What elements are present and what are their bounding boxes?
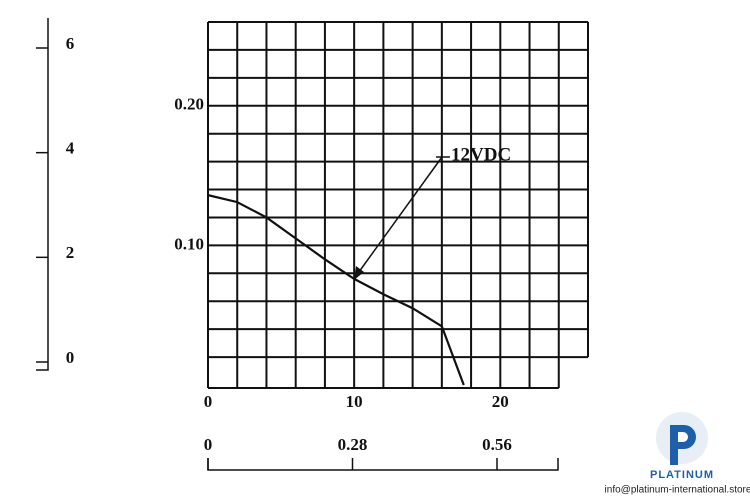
- annotation-arrow: [355, 156, 443, 277]
- y2-tick-label: 4: [66, 139, 75, 158]
- y2-axis-line: [36, 18, 49, 371]
- logo-mark: [670, 425, 696, 465]
- x2-tick-label: 0.28: [338, 435, 368, 454]
- y2-tick-label: 0: [66, 348, 75, 367]
- x2-axis-line: [207, 458, 559, 471]
- x-tick-label: 0: [204, 392, 213, 411]
- x-tick-label: 20: [492, 392, 509, 411]
- y2-tick-label: 2: [66, 243, 75, 262]
- x2-tick-label: 0.56: [482, 435, 512, 454]
- y2-tick-label: 6: [66, 34, 75, 53]
- logo: PLATINUM info@platinum-international.sto…: [605, 412, 750, 496]
- y-tick-label: 0.20: [174, 95, 204, 114]
- annotation: 12VDC: [451, 144, 511, 165]
- logo-email: info@platinum-international.store: [605, 485, 750, 496]
- curve: [207, 194, 465, 386]
- x2-tick-label: 0: [204, 435, 213, 454]
- x-tick-label: 10: [346, 392, 363, 411]
- logo-mark-hole: [678, 432, 688, 442]
- y-tick-label: 0.10: [174, 234, 204, 253]
- logo-name: PLATINUM: [650, 469, 714, 481]
- annotation-arrowhead: [354, 266, 364, 280]
